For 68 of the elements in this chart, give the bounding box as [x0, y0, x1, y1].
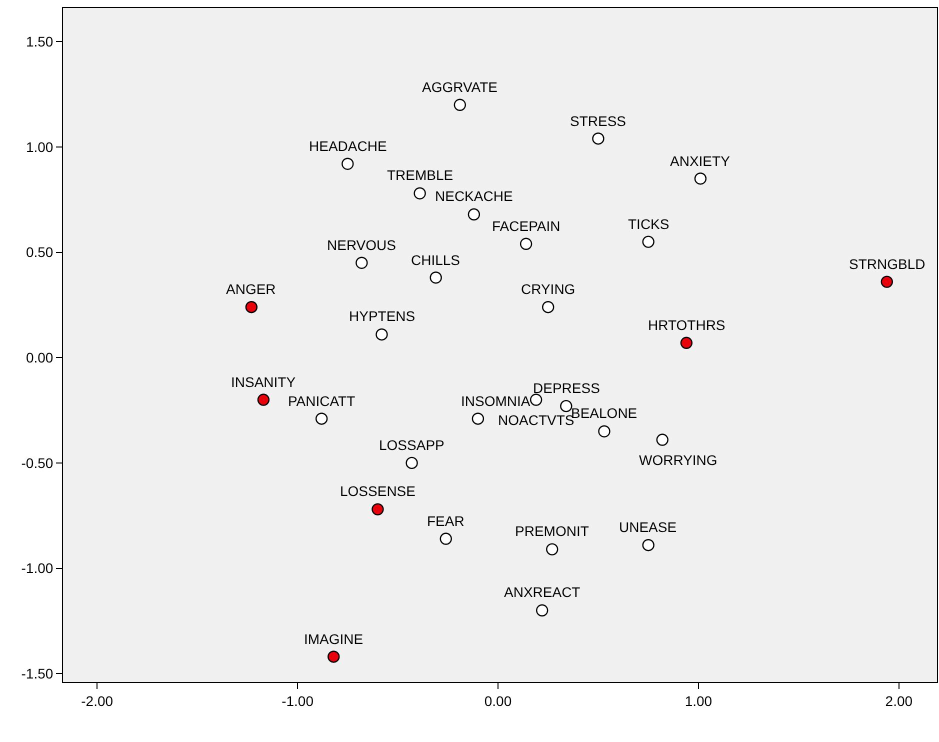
annotation: LOSSAPP [379, 437, 444, 453]
y-tick-label: -0.50 [21, 454, 54, 471]
point [356, 256, 368, 269]
point [546, 543, 558, 556]
point [880, 276, 893, 288]
annotation: ANXIETY [670, 153, 731, 169]
annotation: DEPRESS [533, 380, 600, 396]
annotation: IMAGINE [304, 631, 364, 647]
point [472, 412, 484, 425]
point [642, 538, 654, 552]
annotation: NECKACHE [435, 188, 513, 204]
point [376, 328, 388, 341]
annotation: WORRYING [639, 452, 718, 468]
point [520, 238, 532, 250]
point [440, 532, 452, 545]
annotation: CHILLS [411, 252, 460, 268]
point [542, 300, 554, 314]
annotation: FEAR [427, 513, 464, 529]
annotation: NERVOUS [327, 237, 396, 253]
point [454, 98, 466, 111]
point [315, 412, 328, 425]
annotation: TREMBLE [387, 167, 454, 183]
point [406, 456, 418, 470]
point [430, 272, 442, 284]
annotation: INSOMNIA [461, 393, 531, 409]
annotation: PANICATT [288, 393, 356, 409]
annotation: CRYING [521, 281, 576, 297]
point [656, 434, 668, 446]
annotation: LOSSENSE [340, 483, 416, 499]
point [536, 604, 548, 616]
point [680, 336, 693, 349]
point [414, 187, 426, 200]
x-tick-label: -1.00 [282, 692, 314, 709]
y-tick-label: 1.00 [26, 138, 54, 155]
annotation: AGGRVATE [422, 79, 498, 95]
y-tick-label: 0.00 [26, 350, 54, 366]
point [642, 236, 654, 248]
y-tick-label: -1.00 [21, 560, 54, 576]
x-tick-label: -2.00 [81, 692, 114, 709]
x-tick-label: 2.00 [885, 692, 913, 709]
annotation: FACEPAIN [492, 218, 560, 234]
annotation: STRNGBLD [849, 256, 926, 272]
annotation: HYPTENS [349, 308, 416, 324]
annotation: HRTOTHRS [648, 317, 726, 333]
point [560, 400, 572, 412]
point [530, 394, 542, 406]
annotation: PREMONIT [515, 523, 590, 539]
annotation: STRESS [570, 113, 626, 129]
y-tick-label: 0.50 [26, 244, 54, 260]
point [328, 650, 340, 663]
point [245, 300, 258, 314]
annotation: TICKS [628, 216, 670, 232]
point [592, 132, 604, 145]
point [468, 208, 480, 221]
point [598, 425, 610, 438]
annotation: UNEASE [619, 519, 677, 535]
point [257, 394, 270, 406]
annotation: ANGER [226, 281, 276, 297]
x-tick-label: 0.00 [484, 692, 512, 709]
annotation: INSANITY [231, 374, 296, 390]
point [694, 172, 707, 185]
y-tick-label: 1.50 [26, 34, 54, 50]
point [342, 158, 354, 170]
annotation: HEADACHE [309, 138, 387, 154]
annotation: ANXREACT [504, 584, 581, 600]
x-tick-label: 1.00 [684, 692, 712, 709]
point [372, 503, 384, 516]
y-tick-label: -1.50 [21, 665, 54, 682]
